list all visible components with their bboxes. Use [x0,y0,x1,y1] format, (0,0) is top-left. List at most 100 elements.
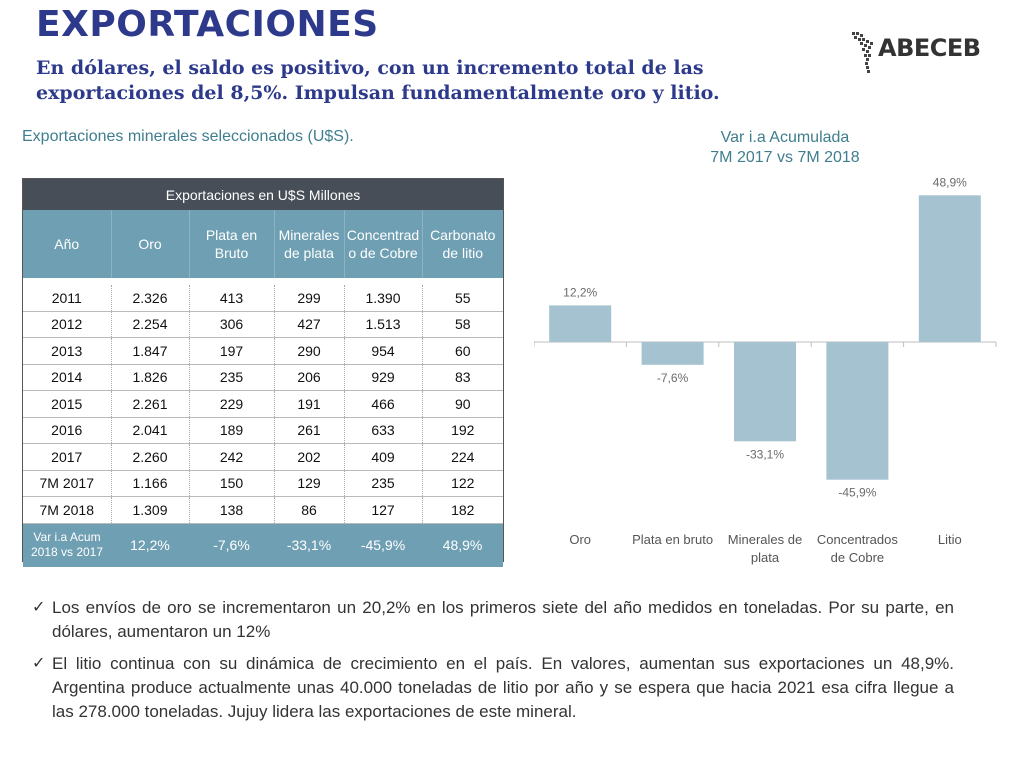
logo-text: ABECEB [878,34,981,62]
table-cell: 60 [422,337,504,365]
column-header: Plata en Bruto [189,210,275,278]
page-title: EXPORTACIONES [36,4,379,45]
category-label: Concentrados [817,532,898,547]
exports-table: Exportaciones en U$S Millones Año Oro Pl… [22,178,504,567]
table-cell: 86 [274,496,345,524]
table-cell: 122 [422,470,504,497]
category-label: Minerales de [728,532,802,547]
table-caption: Exportaciones en U$S Millones [23,179,504,210]
south-america-map-icon [852,32,873,73]
table-cell: 1.309 [111,496,190,524]
table-cell: 2011 [23,285,112,312]
table-row: 2012 2.254 306 427 1.513 58 [23,311,504,338]
checkmark-icon: ✓ [32,599,46,616]
table-cell: 2.326 [111,285,190,312]
table-cell: 192 [422,417,504,444]
table-cell: 2012 [23,311,112,338]
checkmark-icon: ✓ [32,655,46,672]
table-cell: 206 [274,364,345,391]
table-cell: 413 [189,285,275,312]
page-subtitle: En dólares, el saldo es positivo, con un… [36,57,720,104]
table-row: 2011 2.326 413 299 1.390 55 [23,285,504,312]
bullet-item: ✓ El litio continua con su dinámica de c… [32,652,954,724]
table-cell: 1.847 [111,337,190,365]
category-label: plata [751,550,780,565]
variation-cell: -7,6% [189,523,274,567]
table-row: 7M 2018 1.309 138 86 127 182 [23,496,504,524]
table-row: 2017 2.260 242 202 409 224 [23,443,504,471]
column-header: Concentrad o de Cobre [344,210,423,278]
bullet-text: Los envíos de oro se incrementaron un 20… [52,598,954,641]
table-header-row: Año Oro Plata en Bruto Minerales de plat… [23,210,504,278]
bullet-text: El litio continua con su dinámica de cre… [52,654,954,721]
table-cell: 290 [274,337,345,365]
variation-row-label: Var i.a Acum 2018 vs 2017 [23,523,111,567]
table-cell: 409 [344,443,423,471]
column-header: Minerales de plata [274,210,345,278]
table-cell: 1.826 [111,364,190,391]
table-row: 2014 1.826 235 206 929 83 [23,364,504,391]
table-cell: 2016 [23,417,112,444]
table-cell: 1.513 [344,311,423,338]
table-cell: 306 [189,311,275,338]
category-label: de Cobre [831,550,884,565]
variation-cell: -33,1% [274,523,344,567]
chart-title-line-2: 7M 2017 vs 7M 2018 [710,149,860,166]
bar-oro [549,305,612,342]
table-cell: 1.166 [111,470,190,497]
table-cell: 633 [344,417,423,444]
data-label: -7,6% [657,371,689,385]
table-cell: 189 [189,417,275,444]
variation-row: Var i.a Acum 2018 vs 2017 12,2% -7,6% -33,1… [23,523,504,567]
table-section-label: Exportaciones minerales seleccionados (U… [22,128,354,145]
table-cell: 2.260 [111,443,190,471]
table-cell: 229 [189,390,275,418]
table-cell: 182 [422,496,504,524]
table-cell: 224 [422,443,504,471]
table-cell: 2.254 [111,311,190,338]
bar-litio [918,195,981,342]
table-cell: 954 [344,337,423,365]
bullet-list: ✓ Los envíos de oro se incrementaron un … [32,596,954,732]
category-label: Oro [569,532,591,547]
table-cell: 202 [274,443,345,471]
table-row: 7M 2017 1.166 150 129 235 122 [23,470,504,497]
table-cell: 150 [189,470,275,497]
table-cell: 83 [422,364,504,391]
table-cell: 138 [189,496,275,524]
table-cell: 2017 [23,443,112,471]
data-label: -45,9% [838,486,876,500]
chart-title-line-1: Var i.a Acumulada [720,129,850,146]
table-cell: 7M 2017 [23,470,112,497]
table-cell: 7M 2018 [23,496,112,524]
data-label: 12,2% [563,285,597,299]
variation-cell: 48,9% [422,523,504,567]
data-label: -33,1% [746,447,784,461]
table-cell: 299 [274,285,345,312]
table-cell: 127 [344,496,423,524]
bar-minerales-de-plata [734,342,796,442]
table-cell: 1.390 [344,285,423,312]
variation-cell: 12,2% [111,523,189,567]
table-cell: 55 [422,285,504,312]
table-cell: 2014 [23,364,112,391]
category-label: Plata en bruto [632,532,713,547]
bar-concentrados-de-cobre [826,342,889,480]
table-cell: 235 [344,470,423,497]
table-cell: 929 [344,364,423,391]
table-cell: 2.041 [111,417,190,444]
chart-title: Var i.a Acumulada 7M 2017 vs 7M 2018 [660,128,910,168]
abeceb-logo: ABECEB [850,30,990,74]
variation-bar-chart: 12,2% Oro -7,6% Plata en bruto -33,1% Mineral… [534,175,997,565]
table-cell: 261 [274,417,345,444]
column-header: Año [23,210,112,278]
table-row: 2015 2.261 229 191 466 90 [23,390,504,418]
bar-plata-en-bruto [641,342,704,365]
column-header: Carbonato de litio [422,210,504,278]
bullet-item: ✓ Los envíos de oro se incrementaron un … [32,596,954,644]
table-cell: 197 [189,337,275,365]
column-header: Oro [111,210,190,278]
table-cell: 242 [189,443,275,471]
table-cell: 2015 [23,390,112,418]
table-cell: 58 [422,311,504,338]
